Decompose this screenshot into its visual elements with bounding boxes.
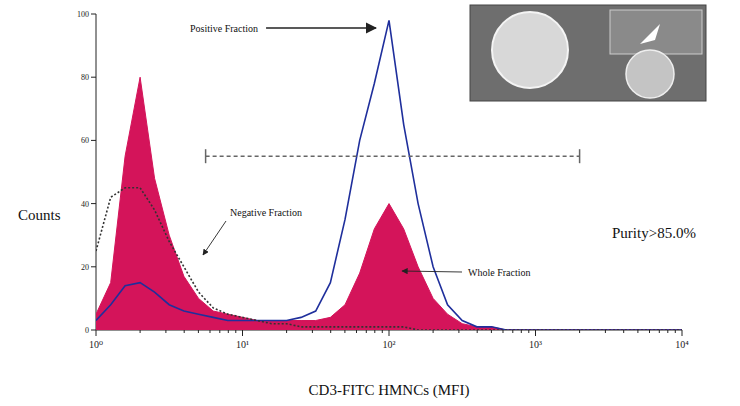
label-arrow	[203, 221, 226, 255]
annotation: Purity>85.0%	[612, 225, 696, 241]
x-tick	[682, 330, 683, 336]
x-minor-tick	[184, 330, 185, 333]
x-minor-tick	[528, 330, 529, 333]
x-minor-tick	[228, 330, 229, 333]
x-minor-tick	[623, 330, 624, 333]
plot-area	[96, 20, 682, 330]
y-tick-label: 60	[81, 136, 89, 145]
inset-arrow	[640, 24, 660, 44]
x-minor-tick	[330, 330, 331, 333]
y-tick	[91, 140, 96, 141]
x-minor-tick	[165, 330, 166, 333]
x-minor-tick	[675, 330, 676, 333]
x-minor-tick	[649, 330, 650, 333]
gate-line	[206, 155, 580, 157]
x-minor-tick	[659, 330, 660, 333]
x-minor-tick	[312, 330, 313, 333]
x-minor-tick	[286, 330, 287, 333]
x-minor-tick	[579, 330, 580, 333]
inset-frame	[470, 5, 706, 101]
x-minor-tick	[219, 330, 220, 333]
x-minor-tick	[140, 330, 141, 333]
line-1	[96, 20, 682, 330]
x-tick-label: 10²	[383, 339, 396, 350]
y-tick	[91, 77, 96, 78]
y-tick-label: 80	[81, 73, 89, 82]
label-arrow	[266, 27, 376, 29]
x-minor-tick	[374, 330, 375, 333]
x-minor-tick	[356, 330, 357, 333]
x-tick-label: 10³	[529, 339, 542, 350]
x-minor-tick	[491, 330, 492, 333]
x-tick	[242, 330, 243, 336]
x-minor-tick	[433, 330, 434, 333]
x-minor-tick	[667, 330, 668, 333]
x-minor-tick	[521, 330, 522, 333]
x-minor-tick	[605, 330, 606, 333]
y-axis-title: Counts	[18, 207, 61, 223]
y-tick	[91, 203, 96, 204]
y-tick	[91, 330, 96, 331]
x-tick-label: 10⁰	[89, 339, 103, 350]
x-minor-tick	[502, 330, 503, 333]
x-minor-tick	[366, 330, 367, 333]
x-minor-tick	[198, 330, 199, 333]
inset-sub-frame	[610, 10, 702, 54]
x-tick	[535, 330, 536, 336]
gate-cap	[205, 149, 207, 163]
inset-cell	[492, 12, 568, 88]
x-minor-tick	[637, 330, 638, 333]
background	[0, 0, 740, 406]
chart: 10⁰ 10¹ 10² 10³ 10⁴ 0 20 40 60 80 100 Whole Fractio…	[0, 0, 740, 406]
x-axis-title: CD3-FITC HMNCs (MFI)	[309, 382, 470, 399]
x-tick-label: 10⁴	[675, 339, 689, 350]
y-tick-label: 40	[81, 200, 89, 209]
label-arrow	[402, 271, 462, 272]
area-0	[96, 77, 682, 330]
x-tick-label: 10¹	[236, 339, 249, 350]
y-tick-label: 100	[77, 10, 89, 19]
inset-image	[470, 5, 706, 101]
x-minor-tick	[382, 330, 383, 333]
x-minor-tick	[209, 330, 210, 333]
x-tick	[389, 330, 390, 336]
y-tick	[91, 14, 96, 15]
y-axis	[96, 14, 97, 330]
series-label: Positive Fraction	[190, 23, 258, 34]
series-label: Whole Fraction	[468, 267, 530, 278]
y-tick-label: 0	[85, 326, 89, 335]
y-tick-label: 20	[81, 263, 89, 272]
series-label: Negative Fraction	[230, 207, 302, 218]
inset-cell	[626, 50, 674, 98]
gate-cap	[579, 149, 581, 163]
y-tick	[91, 266, 96, 267]
x-tick	[96, 330, 97, 336]
x-minor-tick	[344, 330, 345, 333]
x-minor-tick	[235, 330, 236, 333]
x-minor-tick	[512, 330, 513, 333]
x-minor-tick	[458, 330, 459, 333]
x-minor-tick	[477, 330, 478, 333]
line-2	[96, 188, 682, 330]
